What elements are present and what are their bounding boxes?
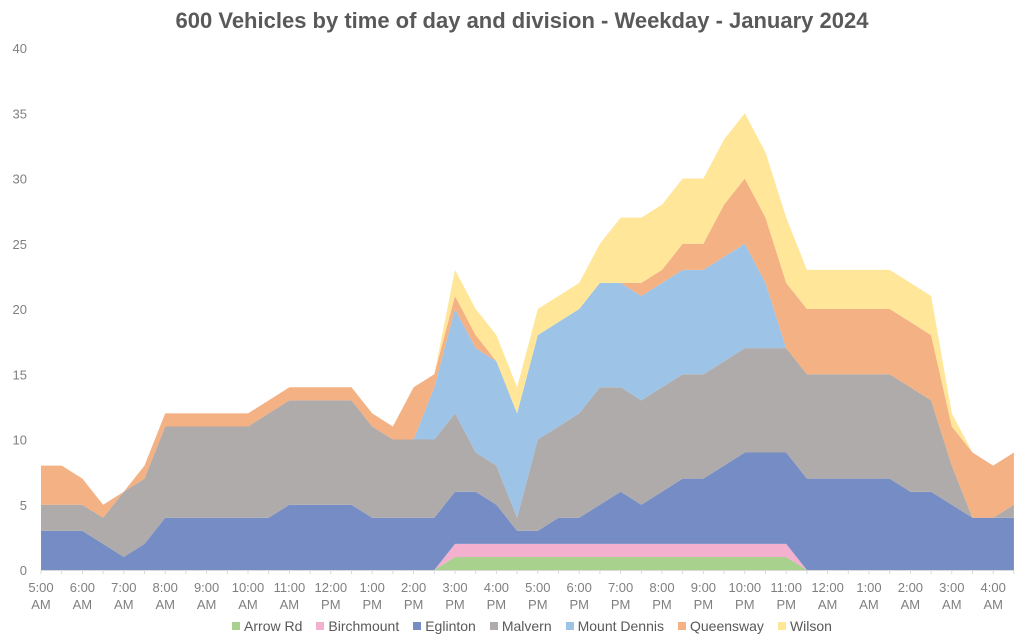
x-tick-label-time: 2:00 — [898, 580, 923, 595]
x-tick-label-time: 9:00 — [194, 580, 219, 595]
x-tick-label-time: 12:00 — [811, 580, 844, 595]
x-tick-label-period: PM — [611, 597, 631, 612]
x-tick-label-time: 4:00 — [484, 580, 509, 595]
x-tick-label-period: AM — [818, 597, 838, 612]
x-tick-label-time: 7:00 — [608, 580, 633, 595]
legend-label: Mount Dennis — [577, 618, 664, 634]
x-tick-label-period: PM — [694, 597, 714, 612]
x-tick-label-period: AM — [942, 597, 962, 612]
y-tick-label: 30 — [13, 172, 27, 187]
x-axis-labels: 5:00 AM 6:00 AM 7:00 AM 8:00 AM 9:00 AM 10:00 AM 11:… — [28, 580, 1006, 612]
x-axis — [40, 570, 1015, 574]
legend-label: Wilson — [789, 618, 832, 634]
x-tick-label-time: 8:00 — [153, 580, 178, 595]
area-series-eglinton — [41, 452, 1014, 570]
legend-item-eglinton[interactable]: Eglinton — [413, 618, 476, 634]
x-tick-label-period: AM — [859, 597, 879, 612]
y-tick-label: 25 — [13, 237, 27, 252]
legend-label: Queensway — [690, 618, 764, 634]
x-tick-label-period: AM — [197, 597, 217, 612]
x-tick-label-period: AM — [114, 597, 134, 612]
area-series-mount-dennis — [41, 243, 1014, 518]
x-tick-label-time: 7:00 — [111, 580, 136, 595]
area-series-malvern — [41, 348, 1014, 557]
x-tick-label-period: PM — [735, 597, 755, 612]
y-tick-label: 40 — [13, 41, 27, 56]
x-tick-label-period: PM — [652, 597, 672, 612]
x-tick-label-period: AM — [280, 597, 300, 612]
y-tick-label: 0 — [20, 563, 27, 578]
x-tick-label-time: 12:00 — [315, 580, 348, 595]
x-tick-label-time: 1:00 — [360, 580, 385, 595]
x-tick-label-period: AM — [73, 597, 93, 612]
area-layers — [41, 113, 1014, 570]
x-tick-label-time: 5:00 — [525, 580, 550, 595]
x-tick-label-time: 11:00 — [274, 580, 306, 595]
y-tick-label: 5 — [20, 498, 27, 513]
x-tick-label-time: 3:00 — [939, 580, 964, 595]
legend-swatch-icon — [565, 622, 574, 630]
x-tick-label-time: 11:00 — [770, 580, 802, 595]
x-tick-label-time: 5:00 — [28, 580, 53, 595]
y-tick-label: 10 — [13, 433, 27, 448]
area-series-wilson — [41, 113, 1014, 505]
x-tick-label-time: 10:00 — [729, 580, 762, 595]
x-tick-label-time: 8:00 — [649, 580, 674, 595]
x-tick-label-time: 1:00 — [856, 580, 881, 595]
x-tick-label-period: PM — [321, 597, 341, 612]
legend-swatch-icon — [232, 622, 241, 630]
x-tick-label-time: 4:00 — [981, 580, 1006, 595]
legend-label: Birchmount — [328, 618, 400, 634]
x-tick-label-period: PM — [404, 597, 424, 612]
legend-swatch-icon — [489, 622, 498, 630]
legend-swatch-icon — [678, 622, 686, 630]
x-tick-label-time: 10:00 — [232, 580, 265, 595]
x-tick-label-time: 9:00 — [691, 580, 716, 595]
y-axis: 0 5 10 15 20 25 30 35 40 — [13, 41, 27, 578]
x-tick-label-period: PM — [487, 597, 507, 612]
x-tick-label-period: PM — [776, 597, 796, 612]
legend-item-arrow-rd[interactable]: Arrow Rd — [232, 618, 302, 634]
y-tick-label: 20 — [13, 302, 27, 317]
x-tick-label-period: PM — [569, 597, 589, 612]
legend-swatch-icon — [777, 622, 786, 630]
legend: Arrow Rd Birchmount Eglinton Malvern Mount D… — [0, 618, 1024, 634]
area-series-queensway — [41, 178, 1014, 518]
legend-item-mount-dennis[interactable]: Mount Dennis — [565, 618, 664, 634]
x-tick-label-period: AM — [31, 597, 51, 612]
x-tick-label-time: 6:00 — [567, 580, 592, 595]
x-tick-label-time: 3:00 — [442, 580, 467, 595]
x-tick-label-period: AM — [983, 597, 1003, 612]
legend-label: Malvern — [501, 618, 552, 634]
legend-item-birchmount[interactable]: Birchmount — [316, 618, 399, 634]
x-tick-label-period: PM — [445, 597, 465, 612]
y-tick-label: 15 — [13, 367, 27, 382]
legend-label: Eglinton — [425, 618, 476, 634]
x-tick-label-period: AM — [238, 597, 258, 612]
area-series-birchmount — [41, 543, 1014, 570]
x-tick-label-period: PM — [528, 597, 548, 612]
chart-title: 600 Vehicles by time of day and division… — [175, 8, 869, 33]
x-tick-label-time: 6:00 — [70, 580, 95, 595]
legend-item-malvern[interactable]: Malvern — [489, 618, 552, 634]
area-series-arrow-rd — [41, 556, 1014, 570]
x-tick-label-period: PM — [362, 597, 382, 612]
y-tick-label: 35 — [13, 106, 27, 121]
legend-item-wilson[interactable]: Wilson — [777, 618, 832, 634]
x-tick-label-period: AM — [901, 597, 921, 612]
legend-label: Arrow Rd — [244, 618, 303, 634]
x-tick-label-period: AM — [155, 597, 175, 612]
legend-item-queensway[interactable]: Queensway — [678, 618, 764, 634]
x-tick-label-time: 2:00 — [401, 580, 426, 595]
legend-swatch-icon — [413, 622, 422, 630]
legend-swatch-icon — [316, 622, 325, 630]
